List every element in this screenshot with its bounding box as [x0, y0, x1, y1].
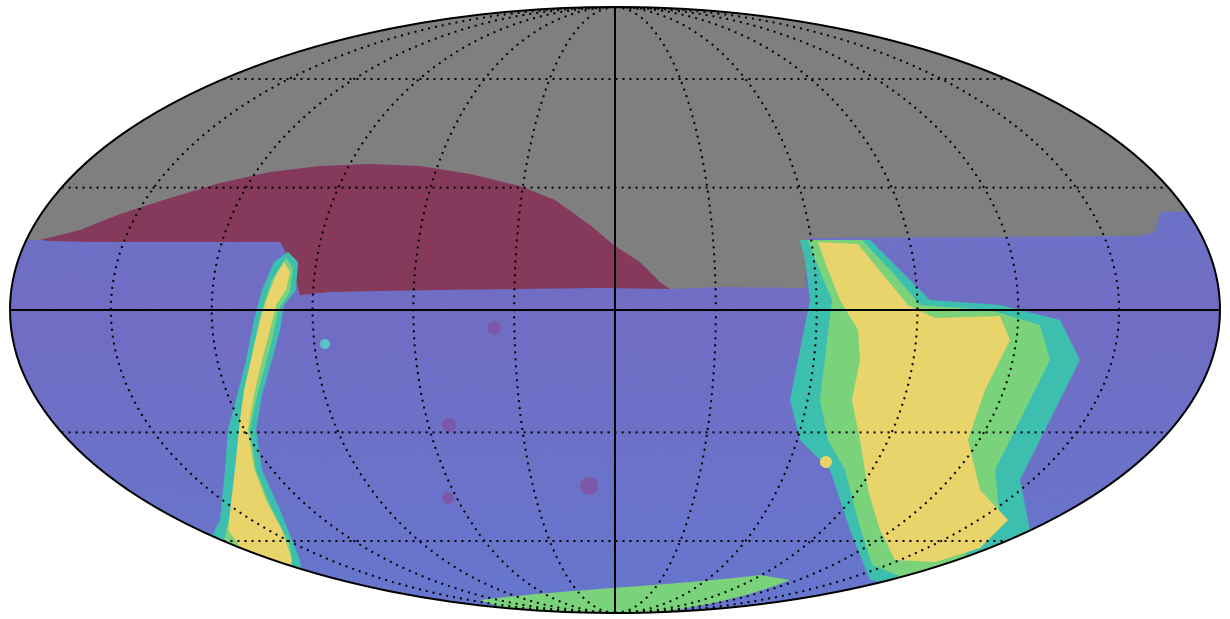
source-spot — [487, 321, 501, 335]
southern-rim-band — [480, 575, 790, 613]
galactic-plane-band-right — [790, 240, 1080, 590]
graticule — [10, 6, 1220, 614]
source-spot — [320, 339, 330, 349]
excluded-region — [40, 164, 670, 295]
source-spot — [820, 456, 832, 468]
meridian-line — [210, 6, 616, 614]
meridian-line — [614, 6, 1121, 614]
meridian-line — [109, 6, 616, 614]
source-spot — [442, 418, 456, 432]
source-spot — [580, 477, 598, 495]
map-outline — [9, 6, 1221, 614]
source-spot — [442, 492, 454, 504]
galactic-plane-band-left — [200, 252, 305, 613]
